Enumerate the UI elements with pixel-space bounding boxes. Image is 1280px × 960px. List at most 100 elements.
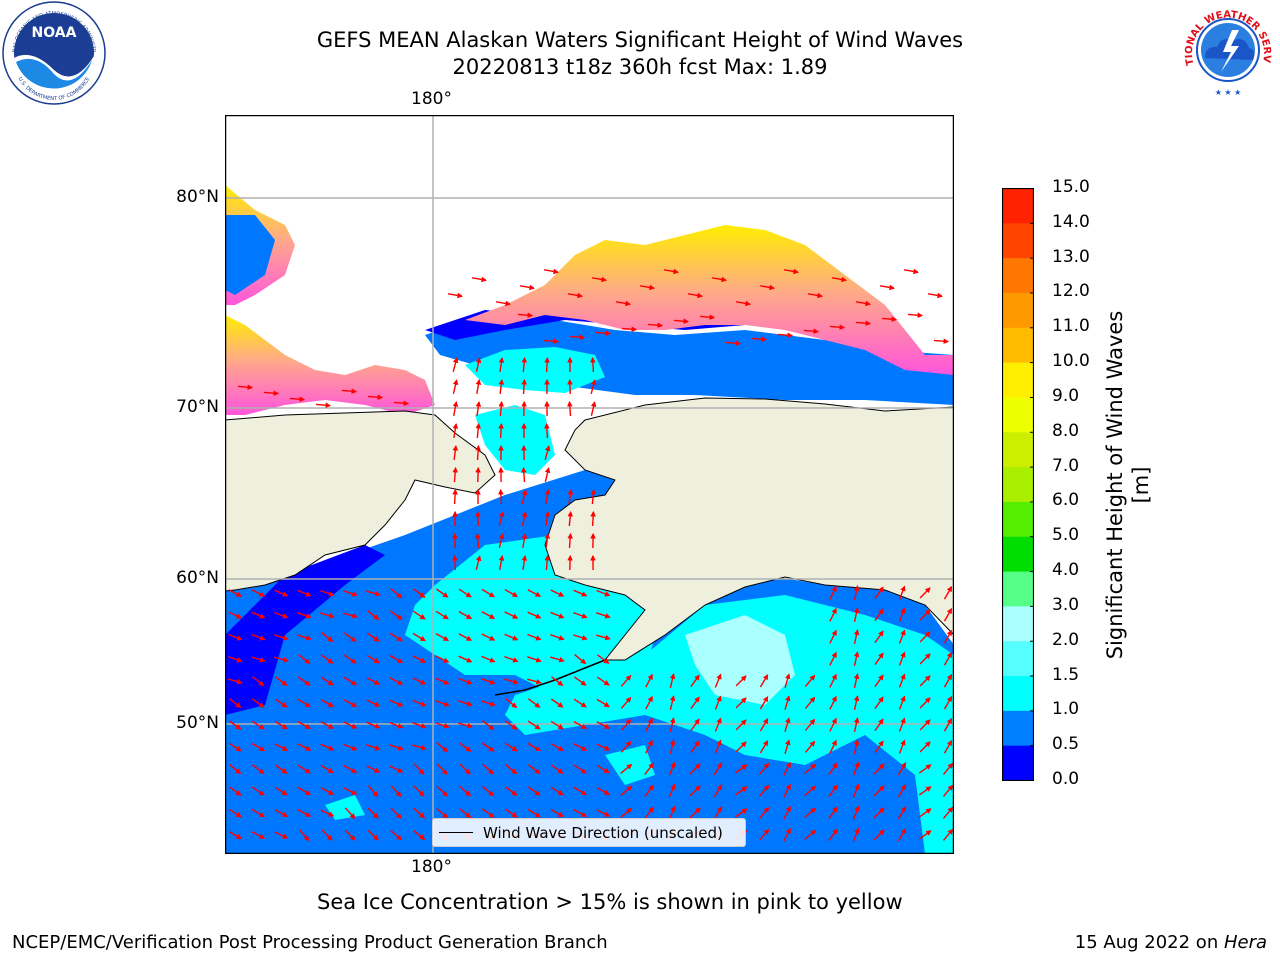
wind-wave-arrow [412, 722, 427, 729]
wind-wave-arrow [366, 654, 380, 664]
wind-wave-arrow [413, 763, 425, 776]
wind-wave-arrow [521, 378, 527, 395]
deep-wave-area-west [225, 545, 385, 715]
wind-wave-arrow [458, 588, 472, 598]
wind-wave-arrow [874, 718, 884, 732]
wind-wave-arrow [881, 316, 898, 323]
wind-wave-arrow [527, 611, 542, 619]
wind-wave-arrow [251, 764, 265, 774]
wind-wave-arrow [784, 739, 791, 754]
colorbar-segment [1002, 536, 1034, 572]
wind-wave-arrow [344, 807, 356, 820]
wind-wave-arrow [550, 720, 564, 730]
wind-wave-arrow [475, 422, 482, 439]
wind-wave-arrow [498, 356, 505, 373]
wind-wave-arrow [829, 739, 837, 754]
wind-wave-arrow [668, 805, 676, 820]
wind-wave-arrow [874, 630, 884, 644]
wind-wave-arrow [874, 608, 884, 622]
wind-wave-arrow [783, 761, 791, 776]
wind-wave-arrow [596, 612, 611, 619]
wind-wave-arrow [527, 656, 542, 663]
wind-wave-arrow [898, 673, 906, 688]
wind-wave-arrow [367, 807, 379, 819]
wind-wave-arrow [713, 806, 723, 820]
wind-wave-arrow [897, 762, 907, 776]
wind-wave-arrow [804, 763, 817, 775]
wind-wave-arrow [504, 808, 518, 818]
wind-wave-arrow [251, 786, 265, 796]
wind-wave-arrow [897, 828, 907, 842]
wind-wave-arrow [783, 827, 791, 842]
wind-wave-arrow [251, 633, 266, 641]
wind-wave-arrow [942, 762, 954, 775]
wind-wave-arrow [852, 761, 860, 776]
wind-wave-arrow [804, 829, 817, 841]
wind-wave-arrow [873, 785, 885, 797]
wind-wave-arrow [942, 806, 954, 819]
wind-wave-arrow [758, 762, 770, 775]
wind-wave-arrow [544, 422, 550, 439]
wind-wave-arrow [274, 589, 289, 597]
wind-wave-arrow [898, 607, 906, 622]
wind-wave-arrow [343, 654, 357, 664]
wind-wave-arrow [274, 698, 288, 708]
wind-wave-arrow [620, 696, 632, 709]
noaa-text: NOAA [32, 25, 77, 41]
wind-wave-arrow [436, 763, 448, 775]
wind-wave-arrow [596, 809, 611, 817]
wind-wave-arrow [897, 784, 907, 798]
footer-credit: NCEP/EMC/Verification Post Processing Pr… [12, 932, 608, 953]
wind-wave-arrow [498, 422, 504, 439]
wind-wave-arrow [590, 356, 596, 373]
wind-wave-arrow [343, 612, 358, 619]
wind-wave-arrow [452, 444, 459, 460]
wind-wave-arrow [475, 357, 482, 372]
map-legend: Wind Wave Direction (unscaled) [432, 818, 746, 847]
wind-wave-arrow [498, 533, 505, 548]
wind-wave-arrow [784, 673, 791, 688]
wind-wave-arrow [758, 784, 770, 797]
wind-wave-arrow [942, 784, 954, 797]
wind-wave-arrow [804, 718, 816, 731]
wind-wave-arrow [898, 739, 906, 754]
wind-wave-arrow [573, 611, 588, 619]
lat-label-80: 80°N [176, 187, 219, 207]
wind-wave-arrow [645, 673, 653, 688]
wind-wave-arrow [521, 511, 528, 526]
wind-wave-arrow [521, 532, 528, 549]
colorbar-segment [1002, 327, 1034, 363]
wind-wave-arrow [366, 765, 381, 773]
wind-wave-arrow [713, 762, 723, 776]
wind-wave-arrow [544, 488, 551, 505]
wind-wave-arrow [873, 763, 885, 775]
wind-wave-arrow [504, 633, 519, 641]
wind-wave-arrow [874, 586, 884, 600]
wind-wave-arrow [852, 827, 860, 842]
wind-wave-arrow [435, 722, 450, 729]
wind-wave-arrow [412, 610, 426, 620]
wind-wave-arrow [829, 585, 837, 600]
wind-wave-arrow [596, 654, 610, 664]
wind-wave-arrow [711, 276, 728, 283]
wind-wave-arrow [297, 809, 312, 817]
wind-wave-arrow [544, 510, 551, 527]
colorbar-tick-label: 1.0 [1052, 699, 1080, 720]
wind-wave-arrow [366, 699, 381, 707]
wind-wave-arrow [297, 720, 312, 730]
wind-wave-arrow [919, 719, 931, 731]
wind-wave-arrow [783, 268, 800, 275]
wind-wave-arrow [943, 695, 953, 710]
wind-wave-arrow [596, 589, 611, 597]
colorbar-tick-label: 11.0 [1052, 316, 1090, 337]
wind-wave-arrow [784, 695, 791, 710]
wind-wave-arrow [567, 292, 584, 299]
wind-wave-arrow [567, 532, 573, 549]
map-frame [225, 115, 954, 854]
wind-wave-arrow [725, 340, 742, 347]
wind-wave-arrow [452, 400, 459, 417]
wind-wave-arrow [389, 699, 404, 707]
colorbar-tick-label: 6.0 [1052, 490, 1080, 511]
wind-wave-arrow [544, 356, 550, 373]
wind-wave-arrow [389, 654, 404, 664]
